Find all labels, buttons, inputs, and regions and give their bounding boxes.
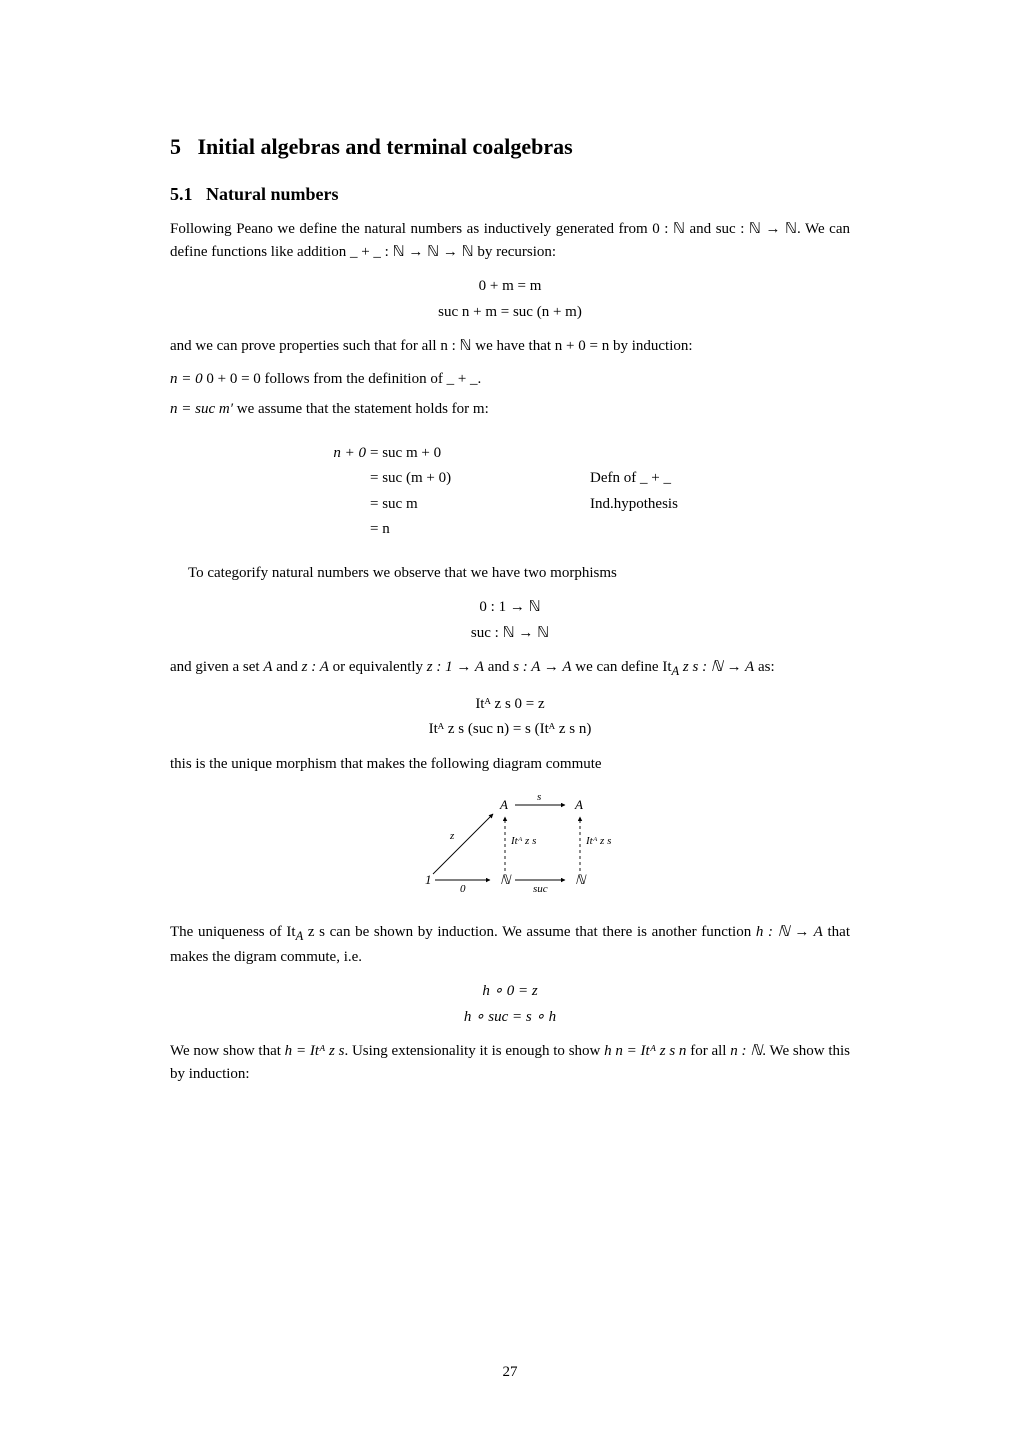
proof-row: = n <box>310 518 710 541</box>
diagram-node-A2: A <box>574 797 583 812</box>
eq-line: Itᴬ z s 0 = z <box>170 693 850 716</box>
addition-definition: 0 + m = m suc n + m = suc (n + m) <box>170 275 850 323</box>
case-label: n = suc m′ <box>170 401 233 417</box>
paragraph-categorify: To categorify natural numbers we observe… <box>170 562 850 585</box>
math: z : 1 → A <box>427 659 484 675</box>
diagram-node-N2: ℕ <box>575 872 587 887</box>
diagram-label-s: s <box>537 791 541 803</box>
diagram-node-N1: ℕ <box>500 872 512 887</box>
eq-line: 0 + m = m <box>170 275 850 298</box>
section-number: 5 <box>170 134 181 159</box>
paragraph-it-def: and given a set A and z : A or equivalen… <box>170 656 850 681</box>
paragraph-induction: and we can prove properties such that fo… <box>170 335 850 358</box>
run: for all <box>686 1043 730 1059</box>
h-commute: h ∘ 0 = z h ∘ suc = s ∘ h <box>170 980 850 1028</box>
eq-line: 0 : 1 → ℕ <box>170 596 850 619</box>
subsection-heading: 5.1 Natural numbers <box>170 181 850 208</box>
run: and <box>484 659 513 675</box>
run: and <box>272 659 301 675</box>
proof-lhs: n + 0 <box>310 442 370 465</box>
proof-rhs: = suc m + 0 <box>370 442 530 465</box>
run: z s can be shown by induction. We assume… <box>303 924 756 940</box>
proof-note: Ind.hypothesis <box>530 493 710 516</box>
run: and given a set <box>170 659 263 675</box>
diagram-label-zero: 0 <box>460 883 466 895</box>
proof-row: n + 0 = suc m + 0 <box>310 442 710 465</box>
case-text: 0 + 0 = 0 follows from the definition of… <box>203 371 482 387</box>
case-suc: n = suc m′ we assume that the statement … <box>170 398 850 421</box>
math: A <box>672 664 680 678</box>
case-text: we assume that the statement holds for m… <box>233 401 489 417</box>
run: . Using extensionality it is enough to s… <box>344 1043 604 1059</box>
proof-block: n + 0 = suc m + 0 = suc (m + 0) Defn of … <box>170 433 850 550</box>
case-label: n = 0 <box>170 371 203 387</box>
it-definition: Itᴬ z s 0 = z Itᴬ z s (suc n) = s (Itᴬ z… <box>170 693 850 741</box>
paragraph-uniqueness: The uniqueness of ItA z s can be shown b… <box>170 921 850 968</box>
diagram-label-it2: Itᴬ z s <box>585 835 611 847</box>
proof-row: = suc (m + 0) Defn of _ + _ <box>310 467 710 490</box>
paragraph-diagram: this is the unique morphism that makes t… <box>170 753 850 776</box>
diagram-label-suc: suc <box>533 883 548 895</box>
eq-line: h ∘ 0 = z <box>170 980 850 1003</box>
eq-line: h ∘ suc = s ∘ h <box>170 1006 850 1029</box>
diagram-label-it1: Itᴬ z s <box>510 835 536 847</box>
proof-note: Defn of _ + _ <box>530 467 710 490</box>
proof-row: = suc m Ind.hypothesis <box>310 493 710 516</box>
proof-rhs: = n <box>370 518 530 541</box>
section-heading: 5 Initial algebras and terminal coalgebr… <box>170 130 850 163</box>
run: We now show that <box>170 1043 285 1059</box>
run: or equivalently <box>329 659 427 675</box>
commutative-diagram: 1 ℕ ℕ A A 0 suc s z Itᴬ z s Itᴬ z s <box>170 789 850 907</box>
diagram-node-A1: A <box>499 797 508 812</box>
eq-line: suc n + m = suc (n + m) <box>170 301 850 324</box>
section-title: Initial algebras and terminal coalgebras <box>198 134 573 159</box>
paragraph-intro: Following Peano we define the natural nu… <box>170 218 850 263</box>
proof-rhs: = suc (m + 0) <box>370 467 530 490</box>
diagram-label-z: z <box>449 830 455 842</box>
paragraph-show: We now show that h = Itᴬ z s. Using exte… <box>170 1040 850 1085</box>
run: we can define It <box>572 659 672 675</box>
math: h : ℕ → A <box>756 924 823 940</box>
run: as: <box>754 659 774 675</box>
math: s : A → A <box>513 659 571 675</box>
subsection-title: Natural numbers <box>206 184 339 204</box>
math: z s : ℕ → A <box>679 659 754 675</box>
proof-rhs: = suc m <box>370 493 530 516</box>
page-number: 27 <box>0 1361 1020 1384</box>
eq-line: suc : ℕ → ℕ <box>170 622 850 645</box>
math: h = Itᴬ z s <box>285 1043 345 1059</box>
case-zero: n = 0 0 + 0 = 0 follows from the definit… <box>170 368 850 391</box>
math: z : A <box>302 659 329 675</box>
morphisms-def: 0 : 1 → ℕ suc : ℕ → ℕ <box>170 596 850 644</box>
diagram-node-one: 1 <box>425 872 432 887</box>
math: h n = Itᴬ z s n <box>604 1043 686 1059</box>
subsection-number: 5.1 <box>170 184 193 204</box>
math: n : ℕ <box>730 1043 762 1059</box>
eq-line: Itᴬ z s (suc n) = s (Itᴬ z s n) <box>170 718 850 741</box>
run: The uniqueness of It <box>170 924 296 940</box>
